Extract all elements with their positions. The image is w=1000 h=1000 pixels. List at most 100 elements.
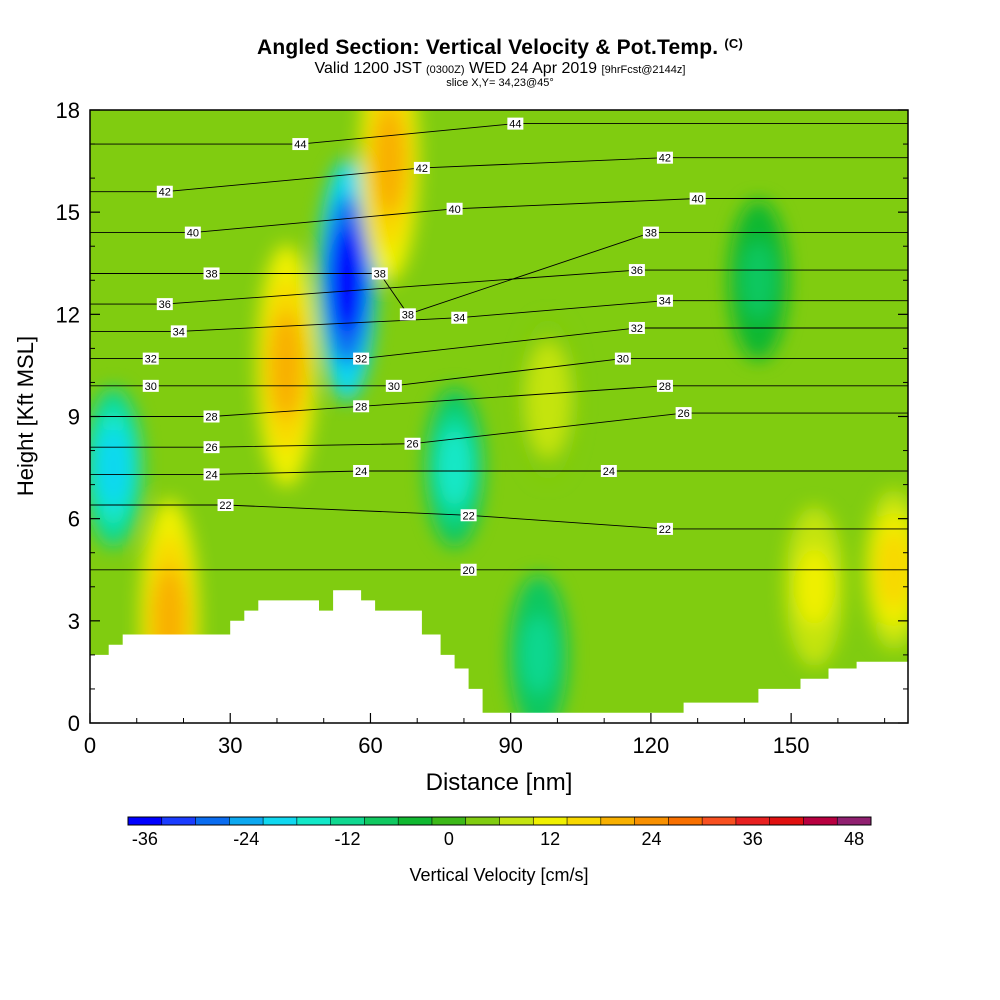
pot-temp-label-box [170, 325, 187, 338]
pot-temp-label: 20 [460, 563, 477, 577]
pot-temp-label-box [142, 352, 159, 365]
pot-temp-label-box [203, 441, 220, 454]
velocity-cell [797, 548, 832, 626]
pot-temp-label-box [404, 437, 421, 450]
pot-temp-label-text: 34 [659, 296, 671, 308]
pot-temp-contour [90, 123, 908, 145]
colorbar-tick-label: -12 [335, 829, 361, 849]
colorbar-segment [364, 817, 399, 825]
pot-temp-labels: 44 44 42 42 42 40 40 40 38 38 38 38 36 36 34 34 34 32 32 32… [142, 117, 706, 577]
pot-temp-label-text: 24 [603, 466, 615, 478]
pot-temp-label-text: 34 [453, 313, 465, 325]
colorbar-segment [263, 817, 298, 825]
colorbar-segment [735, 817, 771, 825]
pot-temp-label-text: 32 [631, 323, 643, 335]
pot-temp-label-box [656, 522, 673, 535]
pot-temp-label-text: 40 [448, 204, 460, 216]
terrain-area [90, 590, 908, 723]
y-tick-label: 12 [56, 302, 80, 327]
velocity-cell [741, 241, 776, 320]
pot-temp-label: 44 [507, 117, 524, 131]
pot-temp-label-text: 24 [205, 469, 217, 481]
pot-temp-label-box [371, 267, 388, 280]
pot-temp-label-text: 22 [462, 510, 474, 522]
pot-temp-label: 38 [642, 226, 659, 240]
y-tick-label: 18 [56, 98, 80, 123]
pot-temp-label: 26 [404, 437, 421, 451]
pot-temp-label-text: 36 [631, 265, 643, 277]
colorbar-segment [702, 817, 737, 825]
colorbar-segment [803, 817, 838, 825]
pot-temp-label-text: 26 [678, 408, 690, 420]
colorbar-segment [465, 817, 500, 825]
chart-title-text: Angled Section: Vertical Velocity & Pot.… [256, 36, 719, 59]
pot-temp-label-box [689, 192, 706, 205]
x-tick-label: 120 [633, 733, 670, 758]
pot-temp-label: 38 [203, 267, 220, 280]
pot-temp-label-box [217, 499, 234, 512]
pot-temp-label: 24 [203, 468, 220, 481]
pot-temp-label-box [156, 298, 173, 311]
pot-temp-label-box [385, 379, 402, 392]
pot-temp-label: 40 [184, 226, 201, 240]
pot-temp-label-text: 34 [173, 326, 185, 338]
pot-temp-label: 34 [656, 294, 673, 308]
pot-temp-label: 34 [170, 325, 187, 338]
pot-temp-label-text: 30 [388, 381, 400, 393]
pot-temp-label: 36 [156, 298, 173, 311]
pot-temp-label-box [628, 321, 645, 334]
colorbar-tick-label: 36 [743, 829, 763, 849]
pot-temp-label-text: 38 [402, 309, 414, 321]
valid-time: Valid 1200 JST [314, 60, 422, 77]
pot-temp-label-text: 40 [187, 228, 199, 240]
pot-temp-label-box [656, 379, 673, 392]
x-tick-label: 150 [773, 733, 810, 758]
colorbar-segment [567, 817, 602, 825]
pot-temp-label: 22 [656, 522, 673, 536]
pot-temp-label: 32 [628, 321, 645, 335]
y-tick-label: 0 [68, 711, 80, 736]
colorbar-tick-label: -24 [233, 829, 259, 849]
pot-temp-label-box [156, 185, 173, 198]
velocity-cell [329, 226, 365, 335]
pot-temp-label-text: 30 [617, 354, 629, 366]
colorbar-segment [398, 817, 433, 825]
pot-temp-label-box [292, 138, 309, 151]
pot-temp-label: 40 [446, 202, 463, 216]
pot-temp-label: 30 [142, 379, 159, 393]
pot-temp-label-box [203, 468, 220, 481]
chart-title: Angled Section: Vertical Velocity & Pot.… [0, 36, 1000, 60]
pot-temp-label-box [656, 294, 673, 307]
colorbar-tick-label: 0 [444, 829, 454, 849]
copyright-mark: (C) [724, 36, 744, 51]
pot-temp-label: 32 [142, 352, 159, 366]
y-axis-label: Height [Kft MSL] [13, 336, 38, 496]
pot-temp-label-box [656, 151, 673, 164]
x-axis-label: Distance [nm] [426, 769, 573, 796]
pot-temp-contour [90, 269, 908, 305]
velocity-cell [371, 110, 407, 216]
pot-temp-label: 24 [353, 464, 370, 478]
y-tick-label: 6 [68, 507, 80, 532]
pot-temp-label-text: 42 [159, 187, 171, 199]
colorbar-segment [600, 817, 636, 825]
pot-temp-label-text: 44 [509, 119, 521, 131]
y-tick-label: 3 [68, 609, 80, 634]
pot-temp-label: 42 [656, 151, 673, 165]
pot-temp-label-text: 20 [462, 565, 474, 577]
pot-temp-label-text: 30 [145, 381, 157, 393]
pot-temp-label-box [600, 464, 617, 477]
pot-temp-label-box [675, 407, 692, 420]
pot-temp-label: 28 [656, 379, 673, 393]
pot-temp-label-text: 40 [692, 194, 704, 206]
pot-temp-label-text: 28 [659, 381, 671, 393]
pot-temp-label: 32 [353, 352, 370, 366]
pot-temp-label-text: 32 [145, 354, 157, 366]
velocity-cell [269, 311, 304, 420]
pot-temp-label-box [460, 509, 477, 522]
pot-temp-label-text: 28 [205, 412, 217, 424]
pot-temp-label-box [142, 379, 159, 392]
valid-date: WED 24 Apr 2019 [469, 60, 598, 77]
